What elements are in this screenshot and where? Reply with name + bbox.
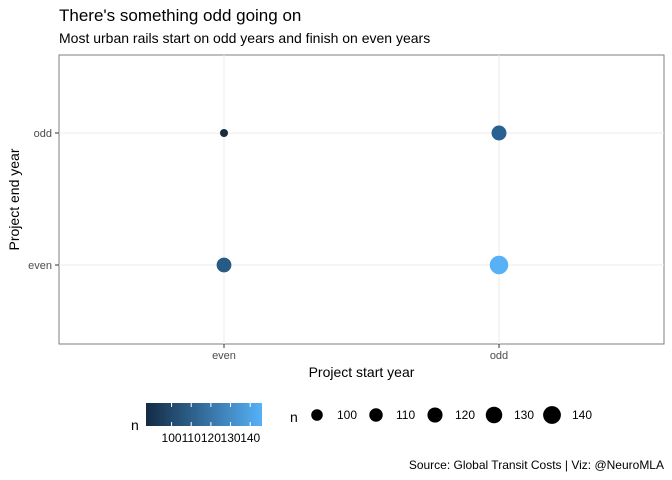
size-legend: 100 110 120 130 140 <box>311 406 592 424</box>
size-legend-key <box>311 409 323 421</box>
size-legend-label: 120 <box>455 408 475 422</box>
x-tick-label: odd <box>490 350 508 362</box>
colorbar-label: 130 <box>221 431 241 445</box>
colorbar-label: 100 <box>162 431 182 445</box>
data-point <box>216 257 232 273</box>
colorbar-label: 120 <box>201 431 221 445</box>
data-points <box>216 125 509 275</box>
size-legend-label: 140 <box>572 408 592 422</box>
size-legend-key <box>543 406 561 424</box>
data-point <box>491 125 507 141</box>
size-legend-key <box>427 407 443 423</box>
size-legend-label: 100 <box>337 408 357 422</box>
data-point <box>489 255 509 275</box>
grid-lines <box>59 55 664 344</box>
colorbar-label: 110 <box>182 431 201 445</box>
size-legend-key <box>369 408 383 422</box>
color-legend: 100 110 120 130 140 <box>162 403 261 445</box>
x-tick-label: even <box>212 350 236 362</box>
colorbar <box>146 403 262 426</box>
color-legend-title: n <box>131 417 139 433</box>
size-legend-key <box>485 406 503 424</box>
y-axis-title: Project end year <box>6 148 22 250</box>
caption: Source: Global Transit Costs | Viz: @Neu… <box>409 458 664 472</box>
y-tick-label: odd <box>34 128 52 140</box>
axis-ticks: even odd even odd <box>28 128 508 362</box>
chart-title: There's something odd going on <box>59 6 301 25</box>
size-legend-title: n <box>290 409 298 425</box>
colorbar-label: 140 <box>240 431 260 445</box>
data-point <box>219 128 229 138</box>
size-legend-label: 130 <box>514 408 534 422</box>
size-legend-label: 110 <box>396 408 415 422</box>
x-axis-title: Project start year <box>309 364 415 380</box>
y-tick-label: even <box>28 260 52 272</box>
plot-panel <box>58 54 665 345</box>
chart-subtitle: Most urban rails start on odd years and … <box>59 30 430 46</box>
